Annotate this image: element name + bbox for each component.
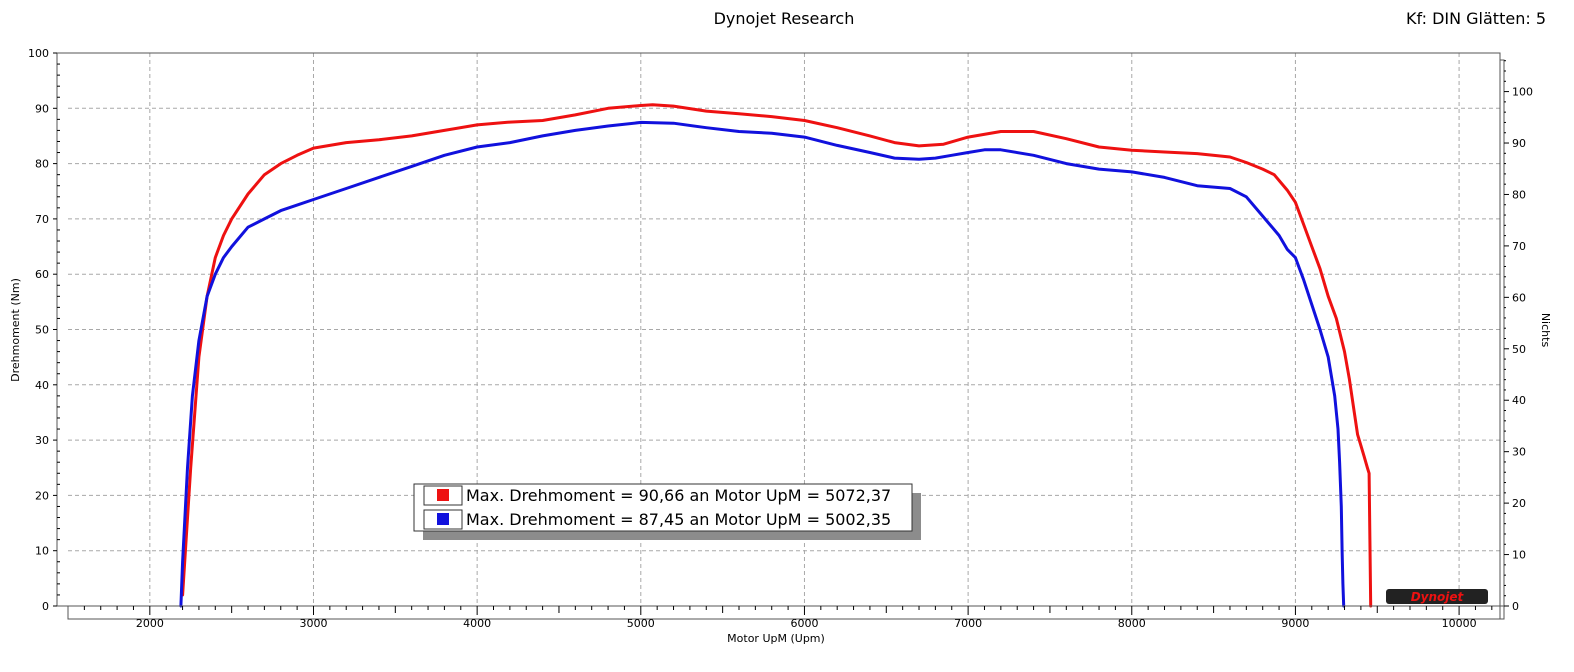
x-tick-label-7000: 7000 — [954, 617, 982, 630]
y2-axis-label: Nichts — [1539, 313, 1552, 348]
x-tick-label-10000: 10000 — [1442, 617, 1477, 630]
y-tick-label-60: 60 — [35, 268, 49, 281]
series-layer — [179, 103, 1373, 608]
legend-swatch-run1 — [437, 489, 449, 501]
y2-tick-label-0: 0 — [1512, 600, 1519, 613]
legend-entry-run1: Max. Drehmoment = 90,66 an Motor UpM = 5… — [466, 486, 891, 505]
y2-tick-label-10: 10 — [1512, 549, 1526, 562]
grid-lines — [68, 53, 1500, 606]
x-tick-label-5000: 5000 — [627, 617, 655, 630]
y-tick-label-30: 30 — [35, 434, 49, 447]
legend-swatch-run2 — [437, 513, 449, 525]
y-tick-label-90: 90 — [35, 102, 49, 115]
y2-tick-label-20: 20 — [1512, 497, 1526, 510]
legend-box — [413, 483, 913, 532]
y-tick-label-50: 50 — [35, 324, 49, 337]
correction-info: Kf: DIN Glätten: 5 — [1406, 9, 1546, 28]
y-axis-label: Drehmoment (Nm) — [9, 278, 22, 382]
axes-layer: 0 10 20 30 40 50 60 70 80 90 100 0 10 20 30 40 50 60 70 80 9… — [28, 47, 1533, 630]
series-line-2 — [179, 120, 1346, 608]
y2-tick-label-40: 40 — [1512, 394, 1526, 407]
y2-tick-label-90: 90 — [1512, 137, 1526, 150]
y-tick-label-0: 0 — [42, 600, 49, 613]
chart-title: Dynojet Research — [714, 9, 855, 28]
y-tick-label-40: 40 — [35, 379, 49, 392]
x-tick-label-4000: 4000 — [463, 617, 491, 630]
x-tick-label-8000: 8000 — [1118, 617, 1146, 630]
y-tick-label-70: 70 — [35, 213, 49, 226]
y2-tick-label-80: 80 — [1512, 188, 1526, 201]
y-tick-label-20: 20 — [35, 489, 49, 502]
y2-tick-label-60: 60 — [1512, 291, 1526, 304]
series-line-1 — [181, 103, 1373, 608]
y2-axis-band — [1499, 59, 1505, 620]
y2-tick-label-100: 100 — [1512, 86, 1533, 99]
y2-tick-label-30: 30 — [1512, 446, 1526, 459]
dynojet-logo: Dynojet — [1386, 589, 1488, 604]
y2-tick-label-70: 70 — [1512, 240, 1526, 253]
x-tick-label-3000: 3000 — [299, 617, 327, 630]
y-tick-label-80: 80 — [35, 158, 49, 171]
legend: Max. Drehmoment = 90,66 an Motor UpM = 5… — [413, 483, 921, 540]
legend-entry-run2: Max. Drehmoment = 87,45 an Motor UpM = 5… — [466, 510, 891, 529]
x-axis-label: Motor UpM (Upm) — [727, 632, 825, 645]
x-tick-label-2000: 2000 — [136, 617, 164, 630]
y-tick-label-100: 100 — [28, 47, 49, 60]
logo-text: Dynojet — [1411, 590, 1465, 604]
logo-backdrop — [1386, 589, 1488, 604]
y2-tick-label-50: 50 — [1512, 343, 1526, 356]
x-tick-label-9000: 9000 — [1281, 617, 1309, 630]
y-tick-label-10: 10 — [35, 545, 49, 558]
x-tick-label-6000: 6000 — [790, 617, 818, 630]
